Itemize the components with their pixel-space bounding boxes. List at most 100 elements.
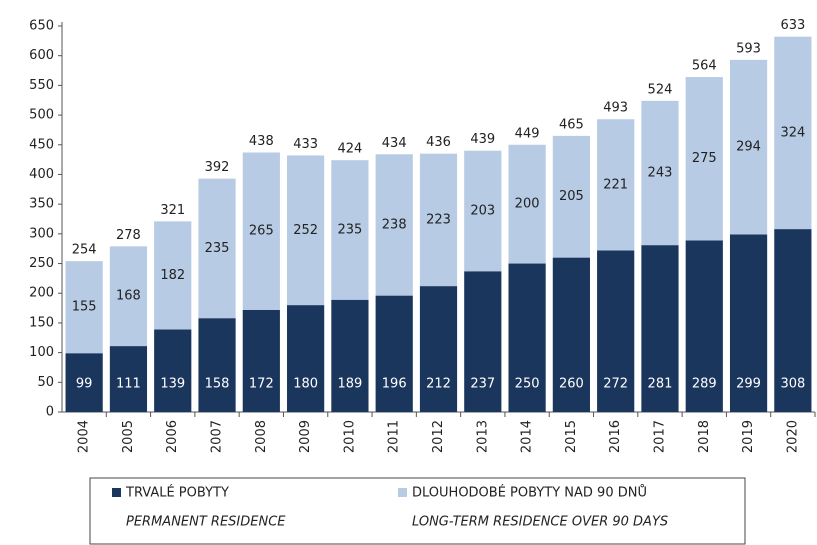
data-label: 168 xyxy=(116,289,141,304)
x-tick-label: 2014 xyxy=(520,420,535,453)
x-tick-label: 2013 xyxy=(475,420,490,453)
data-label: 180 xyxy=(293,377,318,392)
y-tick-label: 650 xyxy=(29,19,54,34)
x-tick-label: 2019 xyxy=(741,420,756,453)
total-label: 424 xyxy=(337,142,362,157)
total-label: 465 xyxy=(559,117,584,132)
data-label: 200 xyxy=(515,197,540,212)
data-label: 237 xyxy=(470,377,495,392)
legend-swatch xyxy=(398,488,407,497)
data-label: 289 xyxy=(692,377,717,392)
data-label: 275 xyxy=(692,151,717,166)
data-label: 265 xyxy=(249,224,274,239)
total-label: 436 xyxy=(426,135,451,150)
x-tick-label: 2018 xyxy=(697,420,712,453)
data-label: 243 xyxy=(648,165,673,180)
bar-segment xyxy=(552,135,590,258)
bar-segment xyxy=(375,154,413,296)
bar-segment xyxy=(729,234,768,412)
data-label: 272 xyxy=(603,377,628,392)
data-label: 308 xyxy=(780,377,805,392)
x-tick-label: 2016 xyxy=(608,420,623,453)
y-tick-label: 450 xyxy=(29,137,54,152)
bar-segment xyxy=(464,150,502,272)
bar-segment xyxy=(597,250,635,412)
data-label: 260 xyxy=(559,377,584,392)
x-tick-label: 2005 xyxy=(121,420,136,453)
bar-segment xyxy=(65,261,103,354)
bar-segment xyxy=(685,77,723,241)
data-label: 139 xyxy=(160,377,185,392)
bar-segment xyxy=(419,153,458,287)
data-label: 196 xyxy=(382,377,407,392)
x-tick-label: 2008 xyxy=(254,420,269,453)
y-tick-label: 550 xyxy=(29,78,54,93)
total-label: 564 xyxy=(692,59,717,74)
bar-segment xyxy=(287,155,325,306)
total-label: 254 xyxy=(72,243,97,258)
data-label: 235 xyxy=(337,222,362,237)
bar-segment xyxy=(508,144,546,264)
data-label: 221 xyxy=(603,177,628,192)
bar-segment xyxy=(154,221,192,330)
total-label: 524 xyxy=(648,82,673,97)
data-label: 182 xyxy=(160,268,185,283)
data-label: 281 xyxy=(648,377,673,392)
y-tick-label: 300 xyxy=(29,226,54,241)
bar-segment xyxy=(597,119,635,251)
bar-segment xyxy=(287,305,325,412)
bar-segment xyxy=(685,240,723,412)
legend-label: DLOUHODOBÉ POBYTY NAD 90 DNŮ xyxy=(412,485,647,501)
data-label: 238 xyxy=(382,217,407,232)
bar-segment xyxy=(109,346,148,412)
y-tick-label: 50 xyxy=(37,375,54,390)
data-label: 299 xyxy=(736,377,761,392)
legend-swatch xyxy=(112,488,121,497)
y-tick-label: 250 xyxy=(29,256,54,271)
total-label: 278 xyxy=(116,228,141,243)
data-label: 223 xyxy=(426,212,451,227)
bar-segment xyxy=(552,257,590,412)
bar-segment xyxy=(109,246,148,347)
total-label: 493 xyxy=(603,101,628,116)
data-label: 252 xyxy=(293,223,318,238)
data-label: 203 xyxy=(470,203,495,218)
bar-segment xyxy=(242,152,280,310)
data-label: 250 xyxy=(515,377,540,392)
x-tick-label: 2010 xyxy=(342,420,357,453)
y-tick-label: 100 xyxy=(29,345,54,360)
y-tick-label: 600 xyxy=(29,48,54,63)
legend-label: TRVALÉ POBYTY xyxy=(125,485,229,501)
data-label: 294 xyxy=(736,140,761,155)
y-tick-label: 200 xyxy=(29,286,54,301)
data-label: 205 xyxy=(559,189,584,204)
total-label: 434 xyxy=(382,136,407,151)
bar-segment xyxy=(331,160,369,300)
y-tick-label: 500 xyxy=(29,108,54,123)
x-tick-label: 2012 xyxy=(431,420,446,453)
y-tick-label: 350 xyxy=(29,197,54,212)
x-tick-label: 2007 xyxy=(210,420,225,453)
bar-segment xyxy=(464,271,502,412)
y-tick-label: 150 xyxy=(29,315,54,330)
legend-label-en: LONG-TERM RESIDENCE OVER 90 DAYS xyxy=(412,515,668,530)
bar-segment xyxy=(331,299,369,412)
bar-segment xyxy=(419,286,458,412)
legend-label-en: PERMANENT RESIDENCE xyxy=(126,515,286,530)
total-label: 449 xyxy=(515,126,540,141)
x-tick-label: 2004 xyxy=(77,420,92,453)
data-label: 212 xyxy=(426,377,451,392)
y-tick-label: 0 xyxy=(46,405,54,420)
data-label: 111 xyxy=(116,377,141,392)
total-label: 593 xyxy=(736,41,761,56)
data-label: 189 xyxy=(337,377,362,392)
bar-segment xyxy=(774,229,812,412)
data-label: 99 xyxy=(76,377,93,392)
total-label: 433 xyxy=(293,137,318,152)
total-label: 633 xyxy=(780,18,805,33)
data-label: 172 xyxy=(249,377,274,392)
bar-segment xyxy=(154,329,192,412)
y-tick-label: 400 xyxy=(29,167,54,182)
x-tick-label: 2020 xyxy=(785,420,800,453)
